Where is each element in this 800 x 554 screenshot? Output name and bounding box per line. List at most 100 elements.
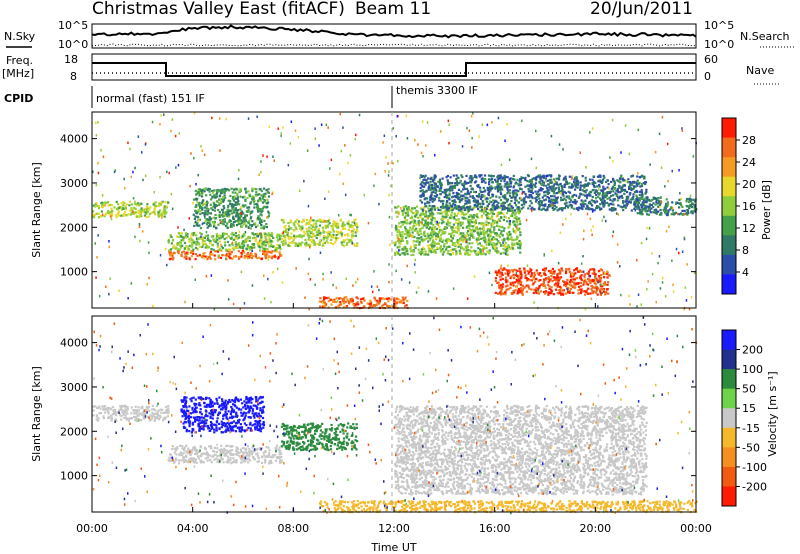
data-cell — [458, 200, 461, 204]
data-cell — [455, 207, 458, 210]
data-cell — [424, 202, 427, 205]
data-cell — [188, 248, 191, 251]
data-cell — [340, 232, 343, 235]
data-cell — [419, 212, 423, 215]
data-cell — [470, 234, 473, 237]
data-cell — [587, 287, 590, 290]
data-cell — [324, 224, 327, 227]
data-cell — [501, 238, 504, 242]
data-cell — [649, 199, 652, 202]
data-cell — [104, 201, 108, 205]
data-cell — [690, 199, 693, 202]
data-cell — [429, 234, 432, 237]
data-cell — [212, 221, 215, 224]
data-cell — [204, 243, 208, 246]
noise-cell — [525, 218, 528, 222]
noise-cell — [466, 297, 469, 300]
data-cell — [573, 199, 576, 202]
data-cell — [691, 212, 694, 215]
data-cell — [503, 244, 506, 247]
data-cell — [520, 199, 523, 202]
data-cell — [334, 306, 337, 309]
data-cell — [293, 229, 296, 232]
data-cell — [472, 236, 475, 239]
data-cell — [236, 237, 239, 240]
data-cell — [459, 251, 462, 254]
data-cell — [616, 194, 619, 197]
data-cell — [441, 248, 444, 251]
data-cell — [347, 220, 350, 223]
data-cell — [640, 211, 643, 214]
data-cell — [204, 219, 207, 222]
data-cell — [507, 203, 510, 207]
data-cell — [557, 268, 561, 271]
data-cell — [231, 257, 234, 260]
data-cell — [538, 285, 541, 288]
data-cell — [338, 303, 341, 306]
data-cell — [510, 205, 513, 208]
data-cell — [342, 240, 345, 244]
data-cell — [629, 182, 632, 185]
data-cell — [237, 214, 240, 217]
data-cell — [400, 233, 403, 236]
data-cell — [511, 209, 514, 212]
data-cell — [183, 256, 186, 259]
data-cell — [636, 201, 639, 204]
data-cell — [251, 196, 254, 199]
data-cell — [667, 209, 670, 212]
data-cell — [489, 240, 492, 244]
data-cell — [568, 182, 571, 185]
data-cell — [519, 251, 522, 254]
noise-cell — [571, 175, 574, 178]
data-cell — [448, 232, 451, 235]
data-cell — [483, 237, 486, 240]
noise-cell — [220, 243, 222, 247]
data-cell — [484, 198, 487, 201]
data-cell — [315, 236, 318, 240]
data-cell — [228, 255, 231, 258]
noise-cell — [415, 291, 418, 294]
data-cell — [501, 285, 504, 289]
data-cell — [592, 268, 595, 271]
data-cell — [417, 220, 420, 223]
data-cell — [423, 185, 426, 188]
data-cell — [194, 253, 197, 256]
data-cell — [233, 220, 237, 223]
data-cell — [496, 271, 499, 274]
data-cell — [429, 247, 433, 250]
data-cell — [373, 297, 377, 300]
data-cell — [461, 223, 464, 226]
data-cell — [506, 198, 510, 201]
noise-cell — [178, 132, 180, 135]
data-cell — [592, 180, 595, 184]
data-cell — [466, 252, 469, 255]
data-cell — [209, 198, 213, 201]
data-cell — [406, 299, 409, 302]
data-cell — [196, 254, 199, 258]
data-cell — [398, 222, 401, 225]
data-cell — [438, 182, 442, 185]
data-cell — [248, 236, 251, 239]
data-cell — [442, 221, 445, 224]
data-cell — [450, 240, 453, 243]
data-cell — [332, 300, 335, 303]
data-cell — [228, 189, 231, 192]
data-cell — [447, 183, 450, 186]
data-cell — [472, 249, 475, 252]
data-cell — [474, 251, 477, 254]
data-cell — [427, 246, 430, 249]
data-cell — [294, 220, 297, 223]
data-cell — [165, 205, 168, 208]
data-cell — [463, 236, 466, 239]
cpid-mode-2: themis 3300 IF — [396, 84, 478, 97]
data-cell — [498, 206, 501, 209]
data-cell — [346, 222, 349, 225]
data-cell — [242, 232, 245, 236]
data-cell — [255, 188, 258, 191]
data-cell — [547, 270, 551, 273]
data-cell — [532, 278, 535, 281]
data-cell — [403, 216, 406, 219]
data-cell — [322, 219, 325, 222]
data-cell — [265, 223, 268, 226]
data-cell — [568, 280, 571, 283]
